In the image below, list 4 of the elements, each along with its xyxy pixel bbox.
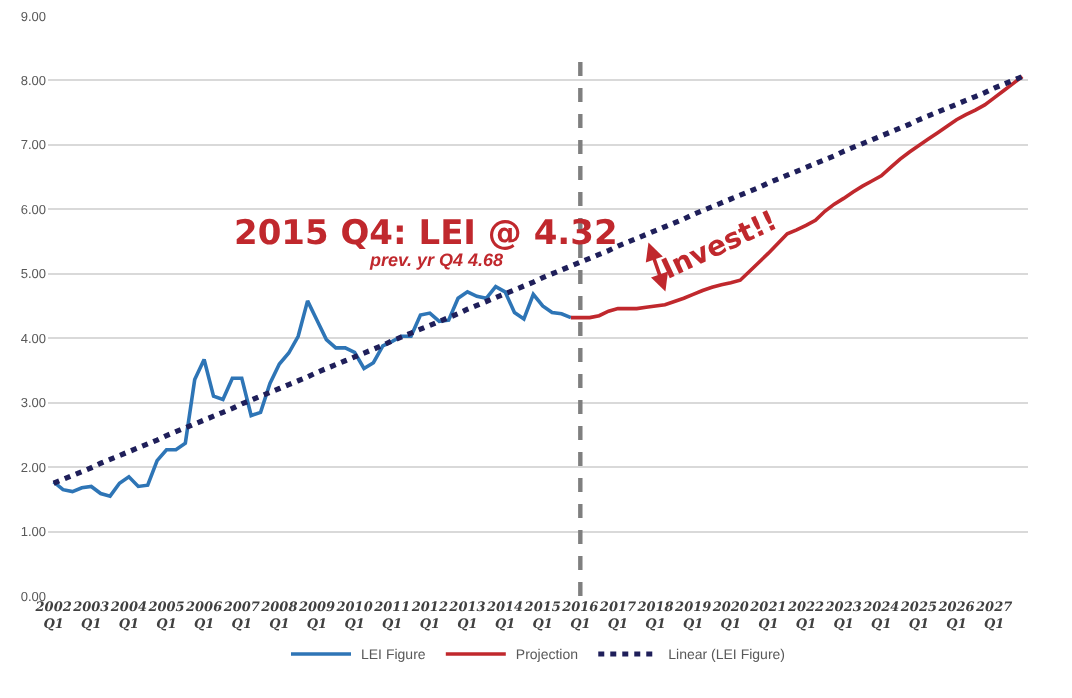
line-series (51, 284, 573, 498)
annotation: 2015 Q4: LEI @ 4.32 (234, 214, 618, 254)
annotation: prev. yr Q4 4.68 (368, 250, 504, 270)
line-series (51, 73, 1025, 486)
